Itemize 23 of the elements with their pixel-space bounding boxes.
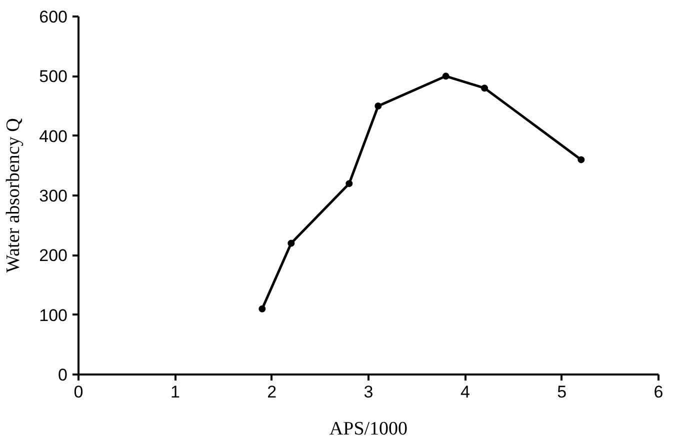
point xyxy=(442,72,450,80)
x-tick-label: 6 xyxy=(654,382,664,402)
y-tick-label: 100 xyxy=(39,306,68,325)
y-tick-label: 600 xyxy=(39,8,68,26)
x-tick-label: 2 xyxy=(267,382,277,402)
x-tick-label: 0 xyxy=(74,382,84,402)
point xyxy=(346,180,353,188)
x-tick-label: 1 xyxy=(170,382,180,402)
point xyxy=(374,102,382,110)
point xyxy=(288,240,295,247)
y-tick-label: 0 xyxy=(58,366,68,384)
y-tick-label: 400 xyxy=(39,126,68,146)
point xyxy=(481,84,488,92)
x-tick-label: 5 xyxy=(557,382,567,402)
x-tick-label: 3 xyxy=(364,382,374,402)
y-axis-title: Water absorbency Q xyxy=(3,118,24,273)
point xyxy=(258,305,266,312)
point xyxy=(578,156,585,164)
x-tick-label: 4 xyxy=(460,382,470,402)
y-tick-label: 200 xyxy=(39,246,68,266)
y-tick-label: 500 xyxy=(39,67,68,86)
y-tick-label: 300 xyxy=(39,186,68,206)
x-axis-title: APS/1000 xyxy=(329,418,408,440)
